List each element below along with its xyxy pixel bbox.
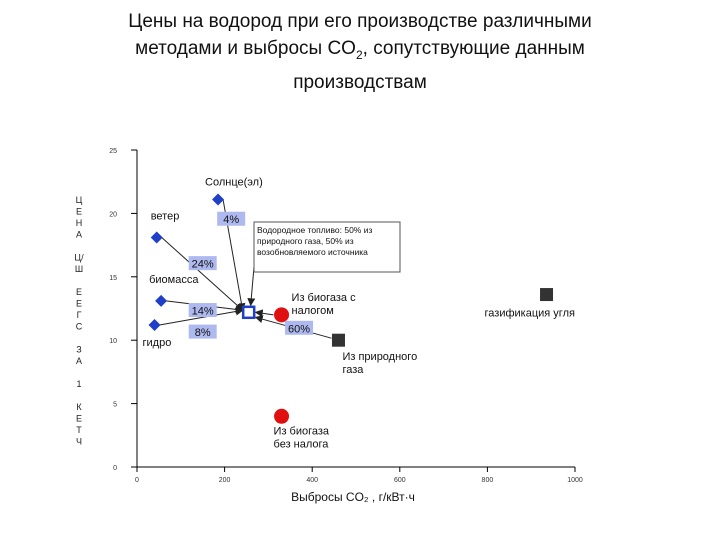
percent-box xyxy=(188,256,217,271)
percent-label: 4% xyxy=(223,214,239,226)
diamond-point xyxy=(212,193,225,206)
x-tick-label: 600 xyxy=(394,477,406,484)
point-label: газификация угля xyxy=(485,308,575,320)
annotation-text: Водородное топливо: 50% из природного газ… xyxy=(257,225,372,257)
labels-layer: Выбросы CO₂ , г/кВт·чЦЕНАЦ/ШЕЕГСЗА1КЕТЧС… xyxy=(74,176,575,504)
y-axis-label-letter: С xyxy=(76,322,83,332)
point-label: Из биогаза с налогом xyxy=(292,292,357,317)
percent-box xyxy=(217,211,246,226)
percent-label: 24% xyxy=(192,259,214,271)
annotation-line: Водородное топливо: 50% из xyxy=(257,225,372,235)
y-axis-label-letter: А xyxy=(76,230,82,240)
point-label: Из природного газа xyxy=(342,351,417,376)
point-label: биомасса xyxy=(149,274,199,286)
point-label-line: газа xyxy=(342,364,364,376)
point-label-line: без налога xyxy=(274,438,330,450)
y-tick-label: 25 xyxy=(109,148,117,155)
diamond-point xyxy=(150,231,163,244)
point-label: гидро xyxy=(143,337,172,349)
x-tick-label: 200 xyxy=(219,477,231,484)
percent-box xyxy=(188,303,217,318)
y-axis-label-letter: К xyxy=(76,402,82,412)
x-tick-label: 0 xyxy=(135,477,139,484)
percent-label: 60% xyxy=(288,323,310,335)
y-axis-label-letter: А xyxy=(76,356,82,366)
title-line-2-start: методами и выбросы CO xyxy=(135,38,356,59)
y-tick-label: 20 xyxy=(109,211,117,218)
y-axis-label-letter: Т xyxy=(76,425,82,435)
y-axis-label-letter: Ц/ xyxy=(74,253,84,263)
circle-point xyxy=(274,408,290,424)
point-label-line: Из биогаза с xyxy=(292,292,357,304)
y-axis-label-letter: Н xyxy=(76,218,83,228)
y-axis-label-letter: Ч xyxy=(76,437,82,447)
diamond-point xyxy=(148,318,161,331)
title-line-2: методами и выбросы CO2, сопутствующие да… xyxy=(0,35,720,69)
annotation-box xyxy=(253,221,401,273)
y-tick-label: 5 xyxy=(113,402,117,409)
y-axis-label-letter: Е xyxy=(76,207,82,217)
point-label: Солнце(эл) xyxy=(205,176,263,188)
annotation-line: возобновляемого источника xyxy=(257,247,368,257)
percent-label: 14% xyxy=(192,306,214,318)
diamond-point xyxy=(155,294,168,307)
axes-layer: 0 5 10 15 20 25 0 200 400 600 800 1000 xyxy=(109,148,583,484)
y-axis-label-letter: 1 xyxy=(76,379,81,389)
point-label-line: налогом xyxy=(292,305,334,317)
y-axis-label-letter: Е xyxy=(76,414,82,424)
y-tick-label: 0 xyxy=(113,465,117,472)
x-tick-label: 800 xyxy=(482,477,494,484)
title-line-1: Цены на водород при его производстве раз… xyxy=(128,11,592,32)
square-point xyxy=(331,333,345,347)
point-label: ветер xyxy=(151,210,180,222)
y-axis-label-letter: Ц xyxy=(76,195,83,205)
title-line-3: производствам xyxy=(293,71,427,93)
title-subscript: 2 xyxy=(355,47,363,62)
hub-point xyxy=(241,305,256,320)
y-axis-label-letter: Г xyxy=(77,310,82,320)
x-tick-label: 1000 xyxy=(567,477,583,484)
point-label-line: Из биогаза xyxy=(274,425,330,437)
title-line-2-end: , сопутствующие данным xyxy=(362,38,585,59)
point-label: Из биогаза без налога xyxy=(274,425,330,450)
arrow-ветер xyxy=(161,237,244,311)
arrow-гидро xyxy=(159,307,244,326)
x-tick-label: 400 xyxy=(306,477,318,484)
square-point xyxy=(540,288,554,302)
marks-layer xyxy=(148,193,554,424)
y-axis-label-letter: Е xyxy=(76,287,82,297)
slide-title: Цены на водород при его производстве раз… xyxy=(0,8,720,96)
annotation-line: природного газа, 50% из xyxy=(257,236,354,246)
x-axis-label: Выбросы CO₂ , г/кВт·ч xyxy=(291,490,415,504)
y-tick-label: 10 xyxy=(109,338,117,345)
percent-box xyxy=(188,324,217,339)
y-axis-label-letter: Е xyxy=(76,299,82,309)
arrow-biogas-to-hub xyxy=(254,309,274,318)
y-axis-label-letter: Ш xyxy=(75,264,83,274)
point-label-line: Из природного xyxy=(342,351,417,363)
y-tick-label: 15 xyxy=(109,275,117,282)
percent-label: 8% xyxy=(195,327,211,339)
percent-box xyxy=(285,320,314,335)
circle-point xyxy=(274,307,290,323)
y-axis-label-letter: З xyxy=(76,345,81,355)
